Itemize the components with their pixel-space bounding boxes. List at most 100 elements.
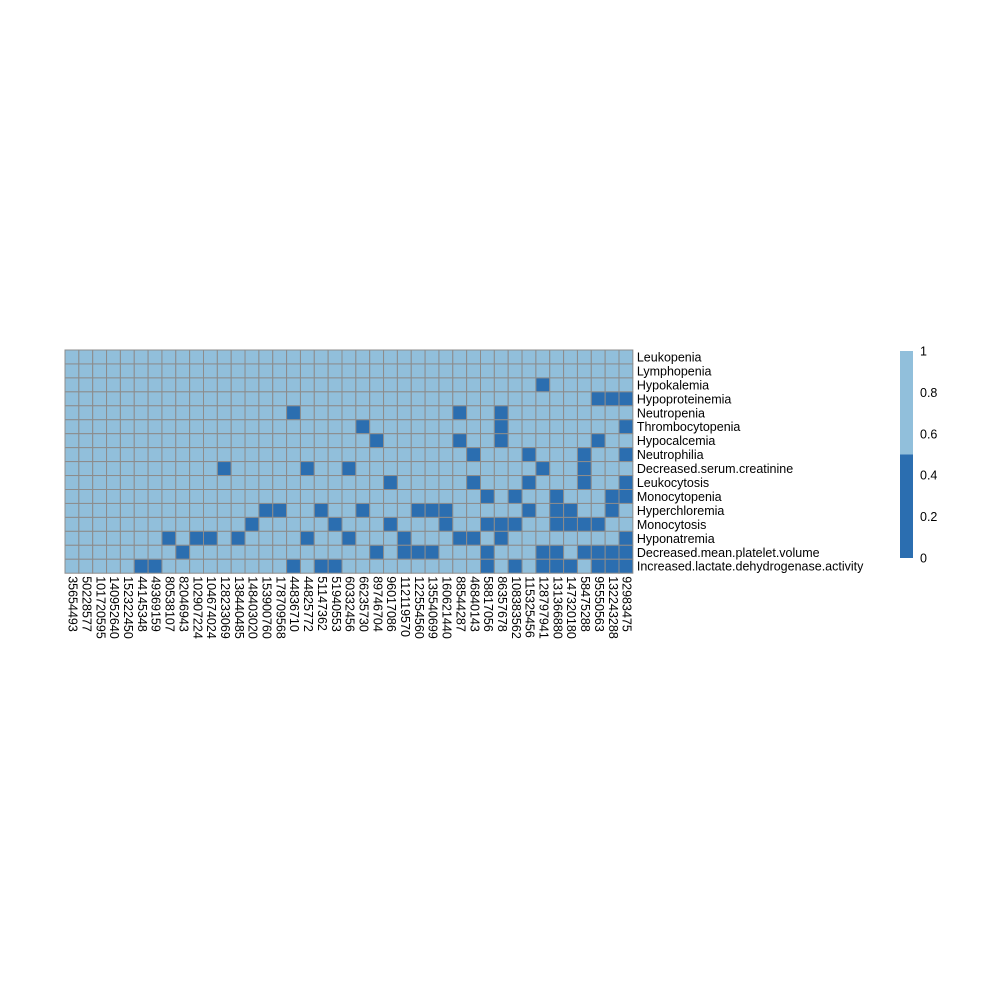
heatmap-cell: [203, 502, 218, 518]
heatmap-cell: [175, 530, 191, 546]
heatmap-cell: [313, 558, 329, 574]
heatmap-cell: [203, 391, 218, 407]
heatmap-cell: [286, 530, 301, 546]
heatmap-cell: [119, 475, 135, 490]
heatmap-cell: [313, 475, 329, 490]
heatmap-cell: [493, 530, 509, 546]
heatmap-cell: [313, 419, 329, 435]
heatmap-cell: [327, 530, 343, 546]
heatmap-cell: [341, 544, 357, 560]
heatmap-cell: [230, 516, 246, 532]
heatmap-cell: [383, 349, 398, 365]
heatmap-cell: [452, 447, 468, 463]
heatmap-cell: [410, 461, 426, 477]
heatmap-cell: [563, 391, 578, 407]
heatmap-cell: [147, 502, 163, 518]
heatmap-cell: [535, 461, 551, 477]
heatmap-cell: [299, 419, 315, 435]
heatmap-cell: [106, 433, 121, 449]
heatmap-cell: [383, 405, 398, 421]
heatmap-cell: [383, 516, 398, 532]
heatmap-cell: [106, 489, 121, 504]
heatmap-cell: [230, 558, 246, 574]
heatmap-cell: [230, 461, 246, 477]
column-label: 104674024: [204, 576, 218, 639]
heatmap-cell: [604, 558, 620, 574]
heatmap-cell: [119, 349, 135, 365]
heatmap-cell: [535, 489, 551, 504]
heatmap-cell: [161, 433, 177, 449]
column-label: 95550563: [592, 576, 606, 632]
heatmap-cell: [604, 349, 620, 365]
heatmap-cell: [604, 377, 620, 393]
heatmap-cell: [258, 544, 274, 560]
heatmap-cell: [396, 461, 412, 477]
column-label: 135540699: [426, 576, 440, 639]
heatmap-cell: [216, 419, 232, 435]
heatmap-cell: [563, 349, 578, 365]
heatmap-cell: [64, 475, 80, 490]
heatmap-cell: [341, 516, 357, 532]
heatmap-cell: [119, 447, 135, 463]
heatmap-cell: [563, 558, 578, 574]
heatmap-cell: [535, 516, 551, 532]
heatmap-cell: [410, 489, 426, 504]
colorbar: 0 0.2 0.4 0.6 0.8 1: [900, 345, 937, 566]
heatmap-cell: [590, 391, 606, 407]
heatmap-cell: [396, 433, 412, 449]
heatmap-cell: [216, 405, 232, 421]
heatmap-cell: [576, 502, 592, 518]
heatmap-cell: [92, 502, 108, 518]
row-label: Monocytosis: [637, 518, 706, 532]
heatmap-cell: [438, 391, 454, 407]
heatmap-cell: [147, 461, 163, 477]
heatmap-cell: [452, 405, 468, 421]
heatmap-cell: [286, 447, 301, 463]
heatmap-cell: [258, 516, 274, 532]
heatmap-cell: [355, 489, 371, 504]
row-label: Neutropenia: [637, 406, 705, 420]
heatmap-cell: [341, 391, 357, 407]
heatmap-cell: [576, 489, 592, 504]
heatmap-cell: [563, 419, 578, 435]
column-label: 96017086: [384, 576, 398, 632]
heatmap-cell: [64, 349, 80, 365]
heatmap-cell: [327, 447, 343, 463]
row-label: Decreased.serum.creatinine: [637, 462, 793, 476]
heatmap-cell: [64, 419, 80, 435]
column-label: 89746704: [370, 576, 384, 632]
heatmap-cell: [618, 544, 634, 560]
heatmap-cell: [438, 558, 454, 574]
heatmap-cell: [92, 558, 108, 574]
heatmap-cell: [493, 502, 509, 518]
heatmap-cell: [64, 391, 80, 407]
heatmap-cell: [78, 544, 94, 560]
heatmap-cell: [618, 419, 634, 435]
heatmap-cell: [410, 419, 426, 435]
heatmap-cell: [313, 377, 329, 393]
heatmap-cell: [161, 419, 177, 435]
heatmap-cell: [590, 544, 606, 560]
heatmap-cell: [383, 419, 398, 435]
heatmap-cell: [576, 558, 592, 574]
heatmap-cell: [507, 433, 523, 449]
column-label: 128233069: [218, 576, 232, 639]
colorbar-tick-label: 0.8: [920, 386, 937, 400]
heatmap-cell: [521, 544, 537, 560]
heatmap-cell: [535, 377, 551, 393]
heatmap-cell: [78, 377, 94, 393]
heatmap-cell: [410, 558, 426, 574]
heatmap-cell: [576, 544, 592, 560]
heatmap-cell: [244, 405, 260, 421]
column-label: 44836710: [287, 576, 301, 632]
heatmap-cell: [64, 363, 80, 379]
colorbar-tick-label: 0.4: [920, 469, 937, 483]
heatmap-cell: [341, 363, 357, 379]
heatmap-cell: [424, 363, 440, 379]
heatmap-cell: [258, 502, 274, 518]
heatmap-cell: [92, 405, 108, 421]
heatmap-cell: [355, 461, 371, 477]
heatmap-cell: [258, 558, 274, 574]
heatmap-cell: [521, 447, 537, 463]
heatmap-cell: [452, 349, 468, 365]
